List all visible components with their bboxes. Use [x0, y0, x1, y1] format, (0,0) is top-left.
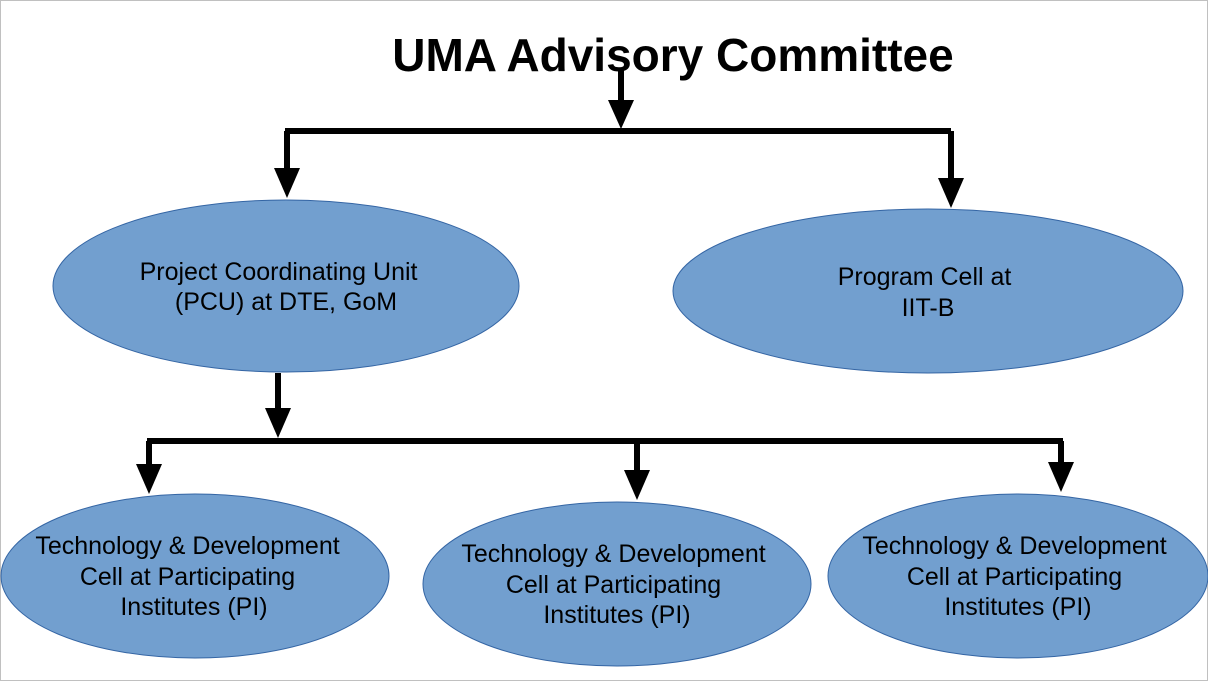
connectors-top	[284, 70, 954, 184]
arrowheads-top	[274, 100, 964, 208]
arrowhead-to-tdc-middle	[624, 470, 650, 500]
node-program-cell-shape	[672, 208, 1184, 374]
node-tdc-middle-label: Technology & Development Cell at Partici…	[461, 540, 772, 629]
arrowhead-pcu-down	[265, 408, 291, 438]
arrowhead-to-program-cell	[938, 178, 964, 208]
node-tdc-left-label: Technology & Development Cell at Partici…	[35, 532, 346, 621]
arrowhead-to-pcu	[274, 168, 300, 198]
node-tdc-right-label: Technology & Development Cell at Partici…	[862, 532, 1173, 621]
arrowhead-title-down	[608, 100, 634, 129]
arrowhead-to-tdc-right	[1048, 462, 1074, 492]
node-tdc-left-shape	[0, 493, 390, 659]
node-program-cell-label: Program Cell at IIT-B	[838, 263, 1019, 322]
node-tdc-right-shape	[827, 493, 1208, 659]
node-program-cell[interactable]: Program Cell at IIT-B	[672, 208, 1184, 374]
connectors-bottom	[146, 373, 1064, 474]
diagram-title: UMA Advisory Committee	[392, 29, 953, 81]
node-pcu-label: Project Coordinating Unit (PCU) at DTE, …	[140, 258, 425, 316]
node-tdc-middle[interactable]: Technology & Development Cell at Partici…	[422, 501, 812, 667]
node-tdc-middle-shape	[422, 501, 812, 667]
arrowhead-to-tdc-left	[136, 464, 162, 494]
node-tdc-right[interactable]: Technology & Development Cell at Partici…	[827, 493, 1208, 659]
arrowheads-bottom	[136, 408, 1074, 500]
node-tdc-left[interactable]: Technology & Development Cell at Partici…	[0, 493, 390, 659]
node-pcu-shape	[52, 199, 520, 373]
node-pcu[interactable]: Project Coordinating Unit (PCU) at DTE, …	[52, 199, 520, 373]
